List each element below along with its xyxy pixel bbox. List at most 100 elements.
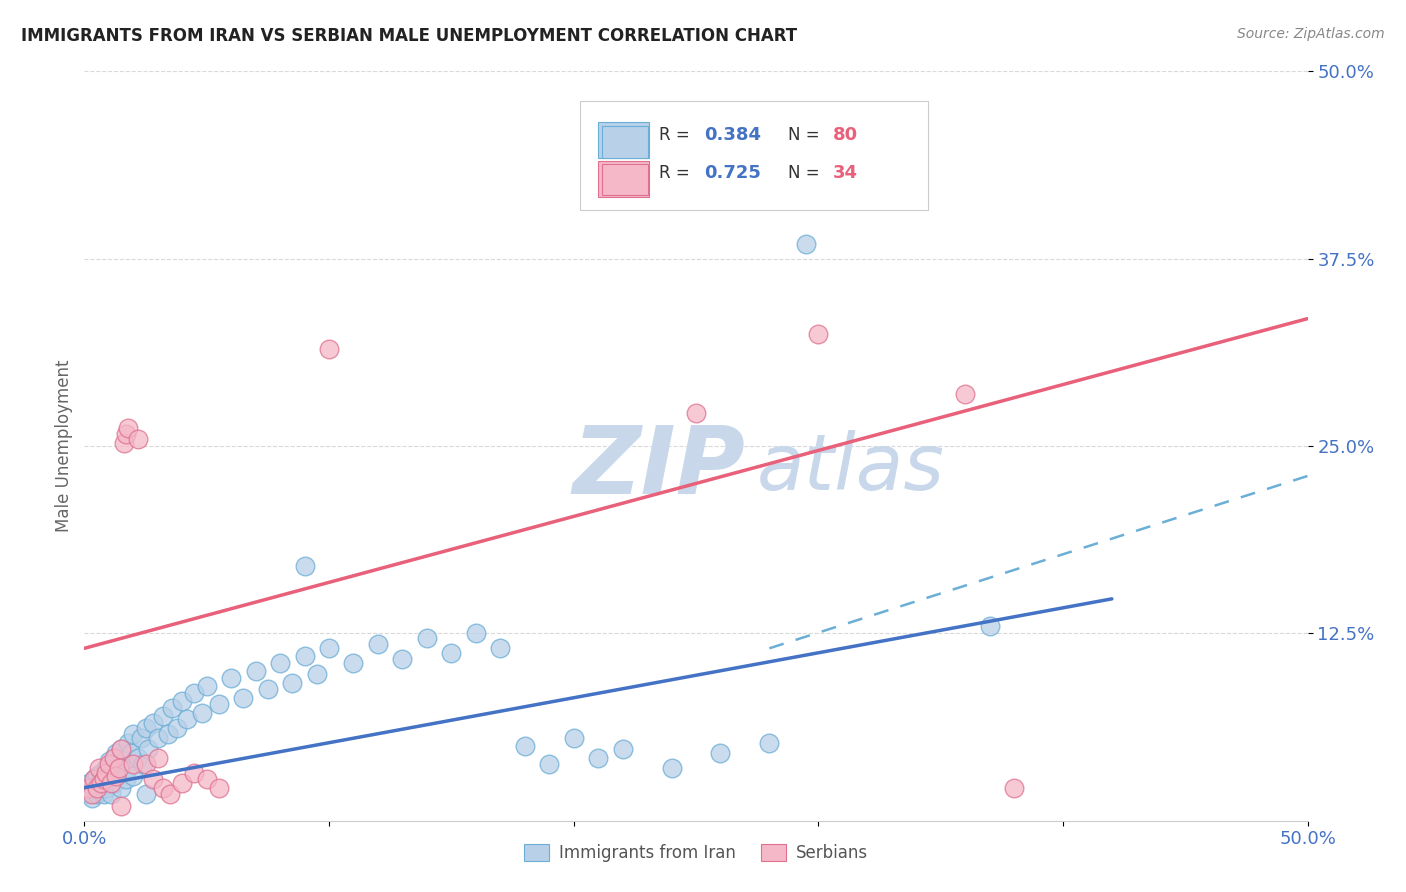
Text: 34: 34 xyxy=(832,163,858,181)
Point xyxy=(105,769,128,783)
Point xyxy=(1002,780,1025,795)
Point xyxy=(122,727,145,741)
Y-axis label: Male Unemployment: Male Unemployment xyxy=(55,359,73,533)
Point xyxy=(100,776,122,790)
Point xyxy=(709,746,731,760)
Point xyxy=(97,754,120,768)
Point xyxy=(245,664,267,678)
Point xyxy=(305,666,328,681)
Point xyxy=(110,780,132,795)
Point xyxy=(110,741,132,756)
Point xyxy=(136,741,159,756)
Point xyxy=(86,769,108,783)
Point xyxy=(183,765,205,780)
Point xyxy=(586,750,609,764)
Point xyxy=(76,780,98,795)
Point xyxy=(416,631,439,645)
Point xyxy=(86,787,108,801)
Point xyxy=(117,761,139,775)
Point xyxy=(96,780,118,795)
Point xyxy=(87,783,110,797)
Text: 80: 80 xyxy=(832,126,858,144)
Point xyxy=(195,772,218,786)
Point xyxy=(146,731,169,746)
Text: Source: ZipAtlas.com: Source: ZipAtlas.com xyxy=(1237,27,1385,41)
Point xyxy=(612,741,634,756)
Point xyxy=(166,721,188,735)
Point xyxy=(159,787,181,801)
Point xyxy=(83,772,105,786)
Point xyxy=(122,769,145,783)
Point xyxy=(685,406,707,420)
Text: atlas: atlas xyxy=(758,431,945,507)
Point xyxy=(90,780,112,795)
Point xyxy=(110,741,132,756)
Text: R =: R = xyxy=(659,126,696,144)
Point xyxy=(152,708,174,723)
Point xyxy=(100,765,122,780)
Point xyxy=(93,787,115,801)
Point xyxy=(176,712,198,726)
FancyBboxPatch shape xyxy=(602,163,648,195)
Point xyxy=(115,772,138,786)
Point xyxy=(191,706,214,720)
Text: N =: N = xyxy=(787,163,824,181)
Point xyxy=(90,765,112,780)
Point xyxy=(953,386,976,401)
Point xyxy=(80,783,103,797)
Point xyxy=(294,648,316,663)
Point xyxy=(391,652,413,666)
Point xyxy=(162,701,184,715)
Point xyxy=(97,756,120,771)
Point xyxy=(208,780,231,795)
Point xyxy=(87,776,110,790)
Point xyxy=(183,686,205,700)
Point xyxy=(129,731,152,746)
Point xyxy=(127,750,149,764)
Point xyxy=(122,756,145,771)
Point xyxy=(135,721,157,735)
Point xyxy=(93,772,115,786)
Point xyxy=(93,772,115,786)
Point xyxy=(100,787,122,801)
Point xyxy=(120,746,142,760)
Point xyxy=(83,772,105,786)
Point xyxy=(219,671,242,685)
Point xyxy=(464,626,486,640)
Point xyxy=(152,780,174,795)
Point xyxy=(294,558,316,573)
Text: 0.384: 0.384 xyxy=(704,126,762,144)
FancyBboxPatch shape xyxy=(579,102,928,210)
Point xyxy=(86,780,108,795)
Point xyxy=(135,787,157,801)
Point xyxy=(105,746,128,760)
Point xyxy=(807,326,830,341)
Point xyxy=(794,236,817,251)
Point xyxy=(172,694,194,708)
FancyBboxPatch shape xyxy=(598,121,650,158)
Point xyxy=(562,731,585,746)
Legend: Immigrants from Iran, Serbians: Immigrants from Iran, Serbians xyxy=(517,837,875,869)
Point xyxy=(80,787,103,801)
Point xyxy=(117,736,139,750)
Point xyxy=(77,787,100,801)
Point xyxy=(112,436,135,450)
Point xyxy=(281,675,304,690)
Point xyxy=(342,657,364,671)
FancyBboxPatch shape xyxy=(602,126,648,158)
Text: R =: R = xyxy=(659,163,696,181)
Point xyxy=(661,761,683,775)
Point xyxy=(135,756,157,771)
Point xyxy=(110,798,132,813)
Text: 0.725: 0.725 xyxy=(704,163,762,181)
Point xyxy=(132,756,155,771)
Point xyxy=(156,727,179,741)
Point xyxy=(979,619,1001,633)
Point xyxy=(103,776,125,790)
Point xyxy=(172,776,194,790)
Point xyxy=(127,432,149,446)
Point xyxy=(112,754,135,768)
Point xyxy=(107,761,129,775)
Point xyxy=(208,697,231,711)
Point xyxy=(142,772,165,786)
